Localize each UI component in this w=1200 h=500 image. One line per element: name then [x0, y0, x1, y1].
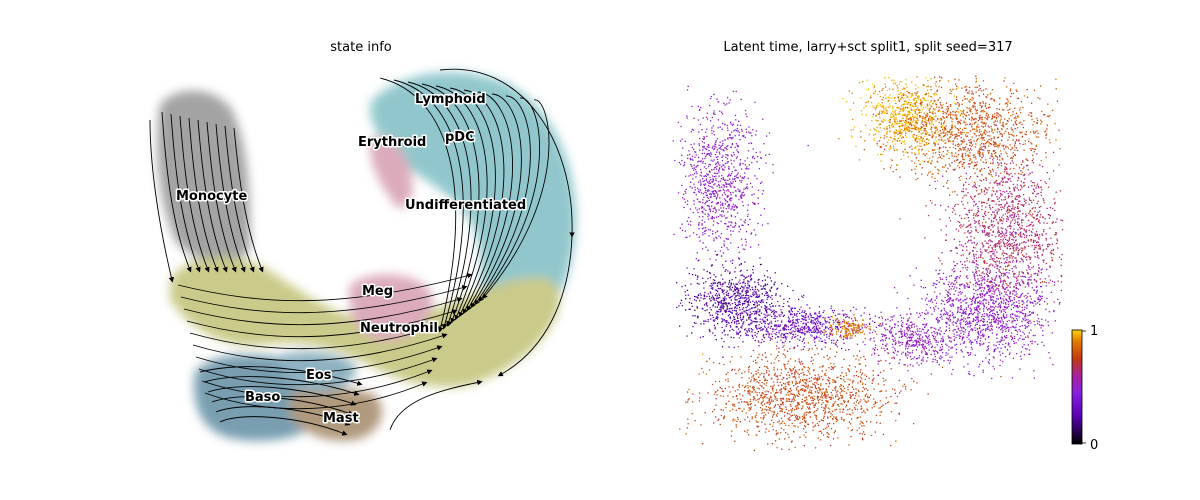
- state-label-monocyte: Monocyte: [176, 189, 247, 204]
- state-label-meg: Meg: [362, 284, 393, 299]
- state-label-baso: Baso: [245, 390, 280, 405]
- state-label-erythroid: Erythroid: [358, 135, 426, 150]
- state-label-pdc: pDC: [445, 130, 475, 145]
- state-label-lymphoid: Lymphoid: [415, 92, 486, 107]
- state-label-neutrophil: Neutrophil: [360, 321, 438, 336]
- state-label-eos: Eos: [306, 368, 332, 383]
- streamline: [389, 379, 483, 431]
- state-label-undifferentiated: Undifferentiated: [405, 198, 526, 213]
- state-label-mast: Mast: [323, 411, 359, 426]
